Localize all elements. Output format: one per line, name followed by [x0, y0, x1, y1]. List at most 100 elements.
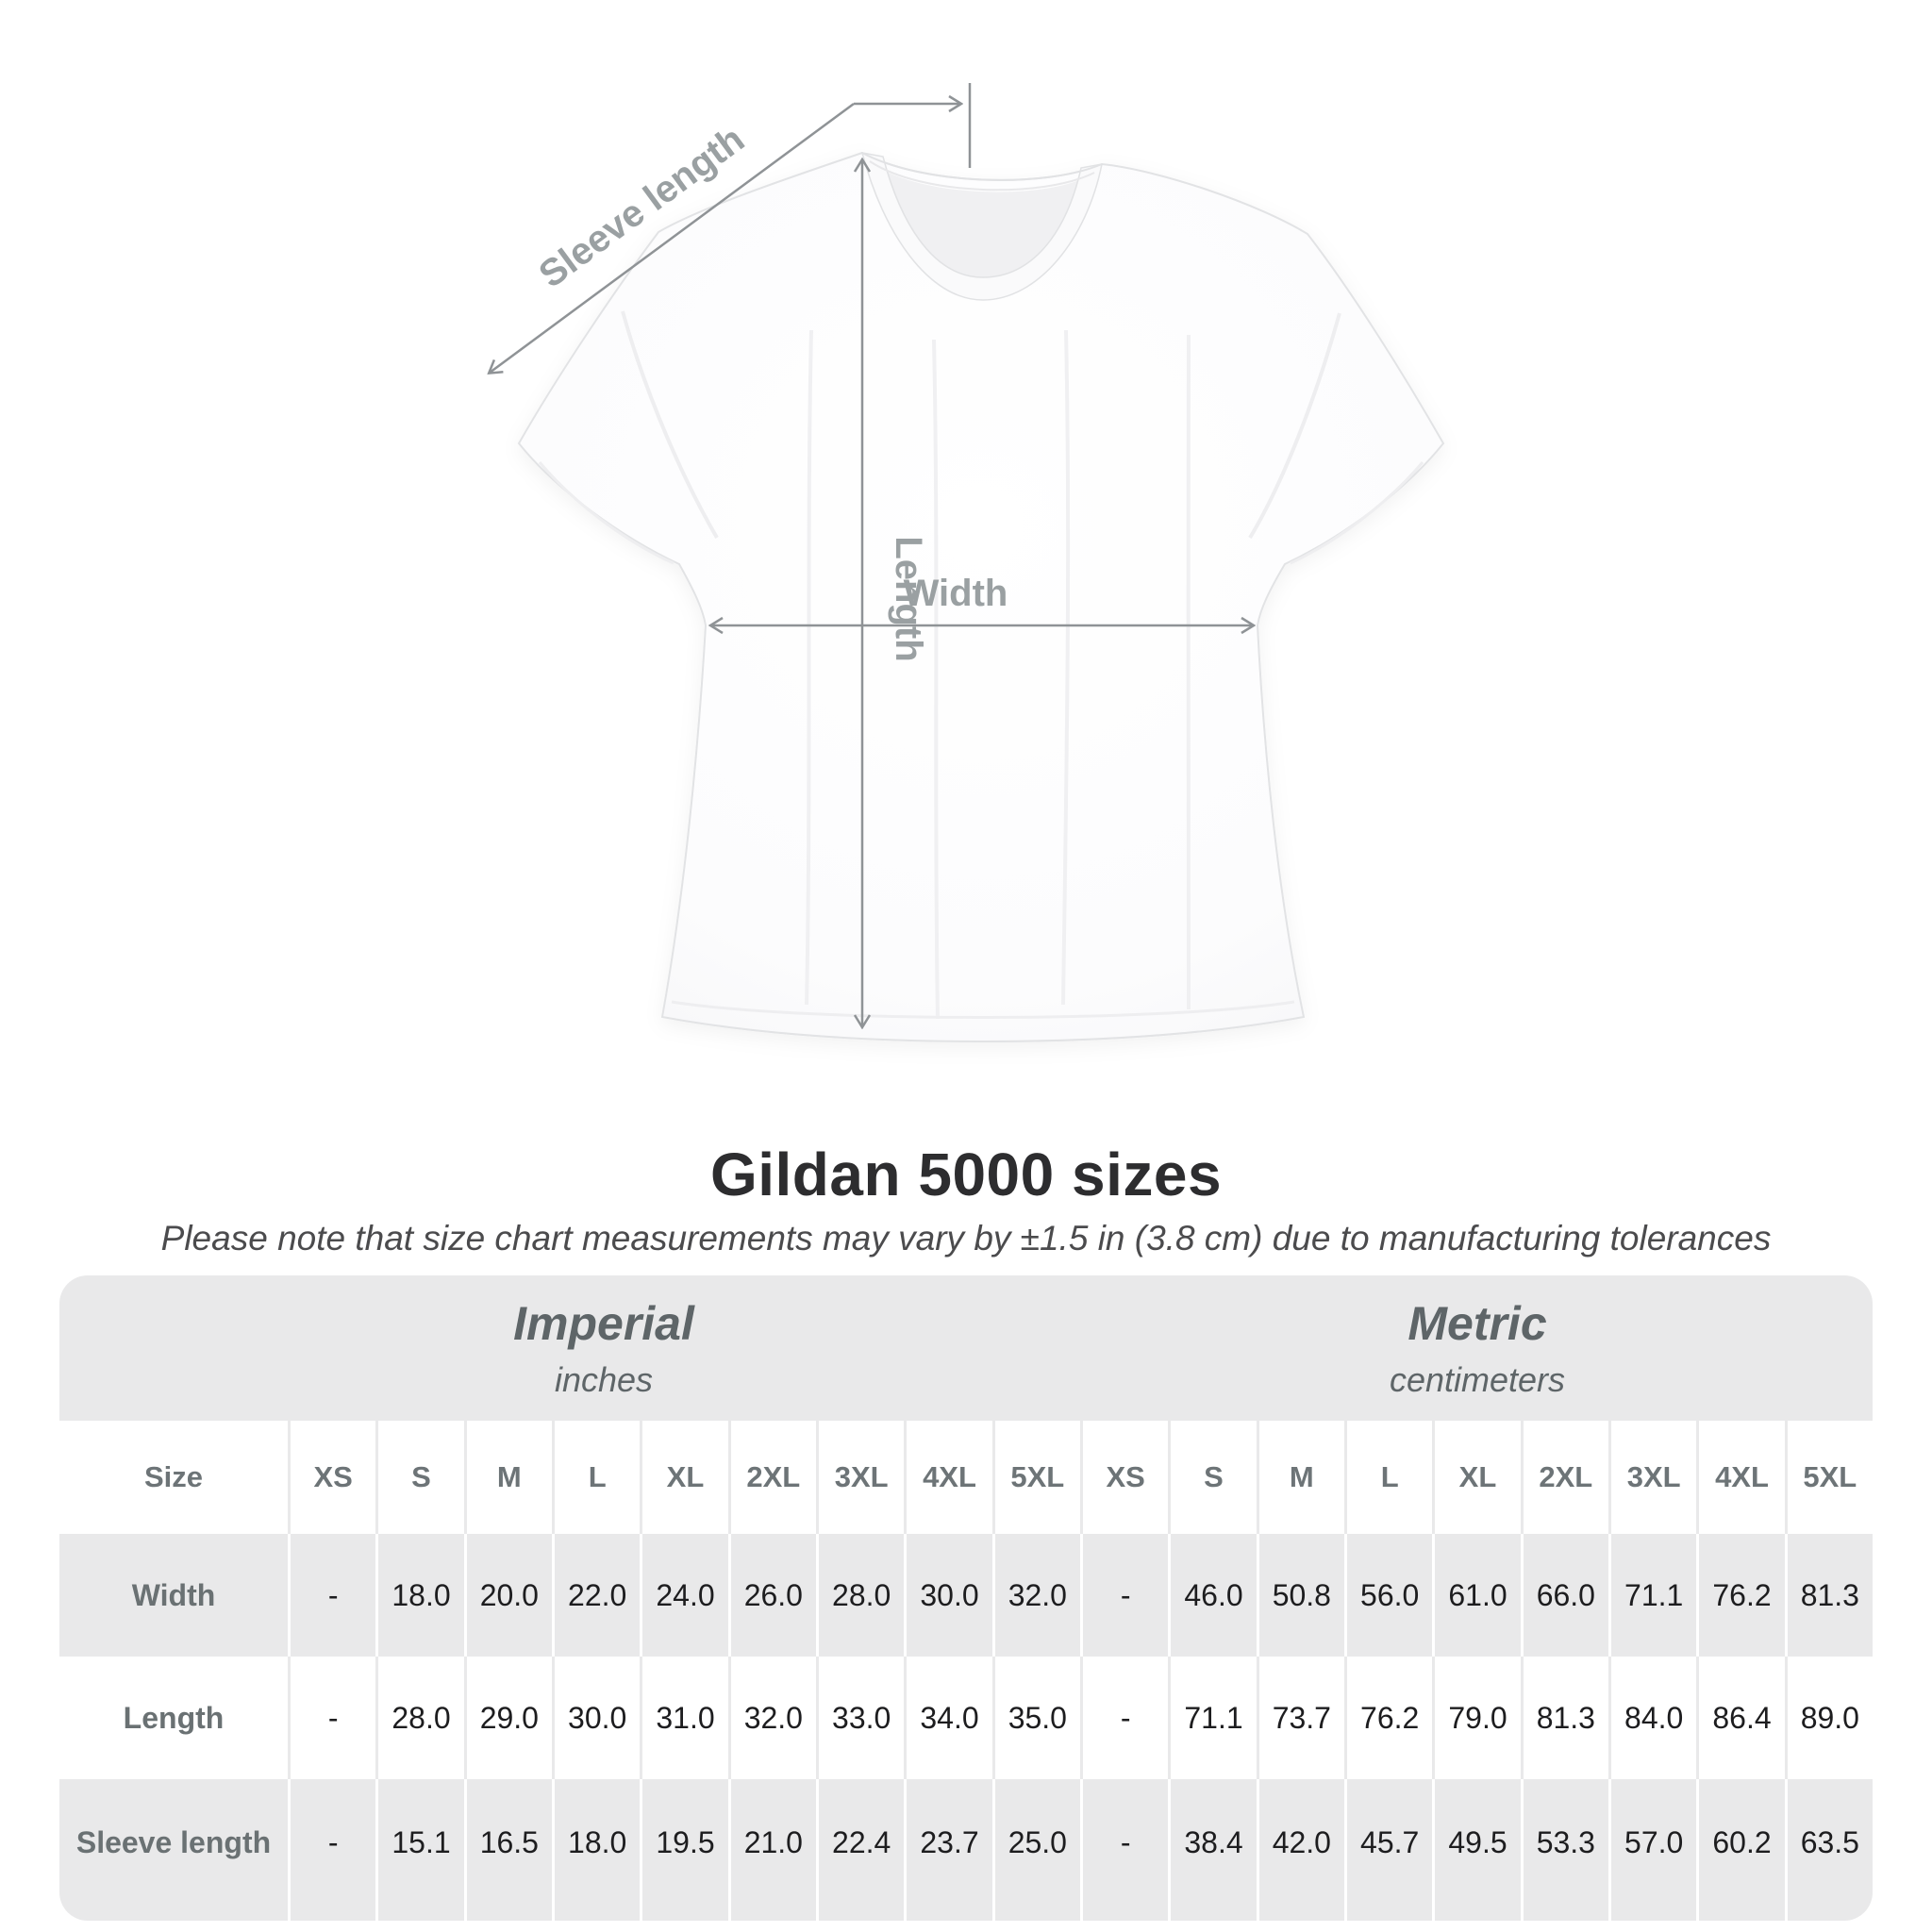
row-label-width: Width [59, 1534, 288, 1657]
value-cell: - [1080, 1779, 1169, 1921]
fabric-creases [538, 310, 1424, 1020]
value-cell: 23.7 [904, 1779, 992, 1921]
value-cell: 24.0 [640, 1534, 728, 1657]
value-cell: 73.7 [1256, 1657, 1344, 1779]
value-cell: 15.1 [375, 1779, 464, 1921]
value-cell: 26.0 [727, 1534, 816, 1657]
value-cell: 81.3 [1784, 1534, 1873, 1657]
value-cell: 76.2 [1344, 1657, 1433, 1779]
collar [860, 152, 1103, 301]
size-header-imperial-m: M [463, 1421, 552, 1534]
value-cell: 19.5 [640, 1779, 728, 1921]
size-header-imperial-xs: XS [288, 1421, 376, 1534]
imperial-unit-label: inches [554, 1360, 654, 1399]
imperial-label: Imperial [513, 1297, 694, 1350]
value-cell: 81.3 [1520, 1657, 1608, 1779]
table-row-length: Length - 28.0 29.0 30.0 31.0 32.0 33.0 3… [59, 1657, 1873, 1779]
size-header-row: Size XS S M L XL 2XL 3XL 4XL 5XL XS S M … [59, 1421, 1873, 1534]
value-cell: 84.0 [1608, 1657, 1697, 1779]
value-cell: 33.0 [816, 1657, 905, 1779]
tshirt-diagram: Sleeve length Length Width [311, 47, 1557, 1104]
size-header-imperial-4xl: 4XL [904, 1421, 992, 1534]
value-cell: - [1080, 1657, 1169, 1779]
value-cell: 32.0 [727, 1657, 816, 1779]
value-cell: 34.0 [904, 1657, 992, 1779]
metric-unit-label: centimeters [1389, 1360, 1566, 1399]
value-cell: 66.0 [1520, 1534, 1608, 1657]
page-title: Gildan 5000 sizes [709, 1141, 1223, 1208]
value-cell: 61.0 [1432, 1534, 1521, 1657]
value-cell: 22.0 [552, 1534, 641, 1657]
value-cell: 16.5 [463, 1779, 552, 1921]
width-label: Width [904, 573, 1008, 614]
value-cell: 49.5 [1432, 1779, 1521, 1921]
value-cell: 86.4 [1696, 1657, 1785, 1779]
size-header-metric-l: L [1344, 1421, 1433, 1534]
size-header-metric-m: M [1256, 1421, 1344, 1534]
value-cell: 30.0 [552, 1657, 641, 1779]
table-row-sleeve-length: Sleeve length - 15.1 16.5 18.0 19.5 21.0… [59, 1779, 1873, 1921]
size-header-imperial-l: L [552, 1421, 641, 1534]
value-cell: 46.0 [1168, 1534, 1257, 1657]
value-cell: 30.0 [904, 1534, 992, 1657]
sleeve-dimension-line [490, 102, 855, 373]
table-row-width: Width - 18.0 20.0 22.0 24.0 26.0 28.0 30… [59, 1534, 1873, 1657]
value-cell: 56.0 [1344, 1534, 1433, 1657]
size-header-imperial-xl: XL [640, 1421, 728, 1534]
value-cell: 32.0 [991, 1534, 1080, 1657]
size-header-metric-s: S [1168, 1421, 1257, 1534]
value-cell: 89.0 [1784, 1657, 1873, 1779]
size-header-metric-3xl: 3XL [1608, 1421, 1697, 1534]
value-cell: 22.4 [816, 1779, 905, 1921]
metric-group-header: Metric centimeters [1082, 1275, 1873, 1421]
size-table: Imperial inches Metric centimeters Size … [59, 1275, 1873, 1921]
value-cell: 45.7 [1344, 1779, 1433, 1921]
value-cell: - [1080, 1534, 1169, 1657]
value-cell: 79.0 [1432, 1657, 1521, 1779]
size-header-imperial-3xl: 3XL [816, 1421, 905, 1534]
dimension-lines [490, 83, 1253, 1026]
size-header-metric-4xl: 4XL [1696, 1421, 1785, 1534]
value-cell: 31.0 [640, 1657, 728, 1779]
value-cell: 21.0 [727, 1779, 816, 1921]
value-cell: 63.5 [1784, 1779, 1873, 1921]
row-label-sleeve-length: Sleeve length [59, 1779, 288, 1921]
value-cell: 57.0 [1608, 1779, 1697, 1921]
size-header-metric-xs: XS [1080, 1421, 1169, 1534]
value-cell: - [288, 1657, 376, 1779]
value-cell: 18.0 [552, 1779, 641, 1921]
row-label-length: Length [59, 1657, 288, 1779]
size-header-metric-2xl: 2XL [1520, 1421, 1608, 1534]
value-cell: 20.0 [463, 1534, 552, 1657]
value-cell: 35.0 [991, 1657, 1080, 1779]
size-header-imperial-s: S [375, 1421, 464, 1534]
value-cell: 28.0 [375, 1657, 464, 1779]
length-label: Length [888, 536, 929, 661]
value-cell: 53.3 [1520, 1779, 1608, 1921]
tshirt-shape [517, 151, 1445, 1043]
value-cell: 71.1 [1608, 1534, 1697, 1657]
value-cell: - [288, 1534, 376, 1657]
value-cell: 29.0 [463, 1657, 552, 1779]
value-cell: 71.1 [1168, 1657, 1257, 1779]
value-cell: - [288, 1779, 376, 1921]
value-cell: 38.4 [1168, 1779, 1257, 1921]
value-cell: 76.2 [1696, 1534, 1785, 1657]
value-cell: 42.0 [1256, 1779, 1344, 1921]
value-cell: 28.0 [816, 1534, 905, 1657]
tshirt-svg: Sleeve length Length Width [311, 83, 1445, 1043]
size-header-metric-5xl: 5XL [1784, 1421, 1873, 1534]
size-header-metric-xl: XL [1432, 1421, 1521, 1534]
metric-label: Metric [1407, 1297, 1547, 1350]
value-cell: 50.8 [1256, 1534, 1344, 1657]
value-cell: 18.0 [375, 1534, 464, 1657]
value-cell: 25.0 [991, 1779, 1080, 1921]
size-column-header: Size [59, 1421, 288, 1534]
unit-group-row: Imperial inches Metric centimeters [59, 1275, 1873, 1421]
size-header-imperial-2xl: 2XL [727, 1421, 816, 1534]
imperial-group-header: Imperial inches [59, 1275, 1082, 1421]
page-subtitle: Please note that size chart measurements… [160, 1219, 1772, 1257]
value-cell: 60.2 [1696, 1779, 1785, 1921]
size-header-imperial-5xl: 5XL [991, 1421, 1080, 1534]
